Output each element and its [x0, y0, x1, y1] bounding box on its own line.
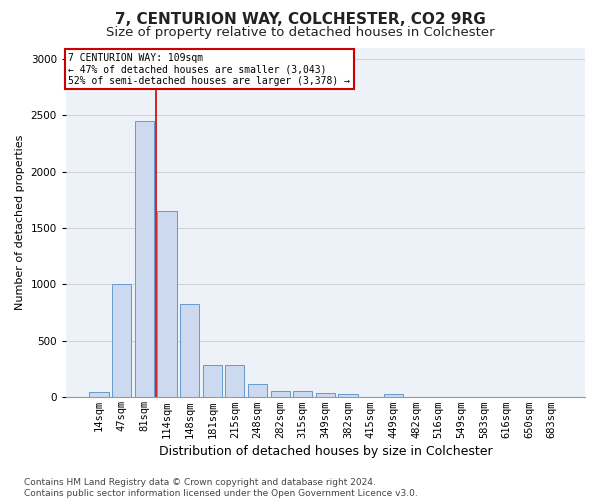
- Bar: [180, 304, 199, 398]
- X-axis label: Distribution of detached houses by size in Colchester: Distribution of detached houses by size …: [158, 444, 492, 458]
- Bar: [157, 211, 176, 398]
- Bar: [89, 392, 109, 398]
- Bar: [112, 284, 131, 398]
- Bar: [271, 391, 290, 398]
- Text: 7 CENTURION WAY: 109sqm
← 47% of detached houses are smaller (3,043)
52% of semi: 7 CENTURION WAY: 109sqm ← 47% of detache…: [68, 52, 350, 86]
- Y-axis label: Number of detached properties: Number of detached properties: [15, 134, 25, 310]
- Bar: [225, 365, 244, 398]
- Bar: [293, 391, 313, 398]
- Bar: [384, 394, 403, 398]
- Text: 7, CENTURION WAY, COLCHESTER, CO2 9RG: 7, CENTURION WAY, COLCHESTER, CO2 9RG: [115, 12, 485, 28]
- Bar: [203, 365, 222, 398]
- Bar: [248, 384, 267, 398]
- Bar: [338, 394, 358, 398]
- Bar: [316, 393, 335, 398]
- Bar: [135, 121, 154, 398]
- Text: Size of property relative to detached houses in Colchester: Size of property relative to detached ho…: [106, 26, 494, 39]
- Text: Contains HM Land Registry data © Crown copyright and database right 2024.
Contai: Contains HM Land Registry data © Crown c…: [24, 478, 418, 498]
